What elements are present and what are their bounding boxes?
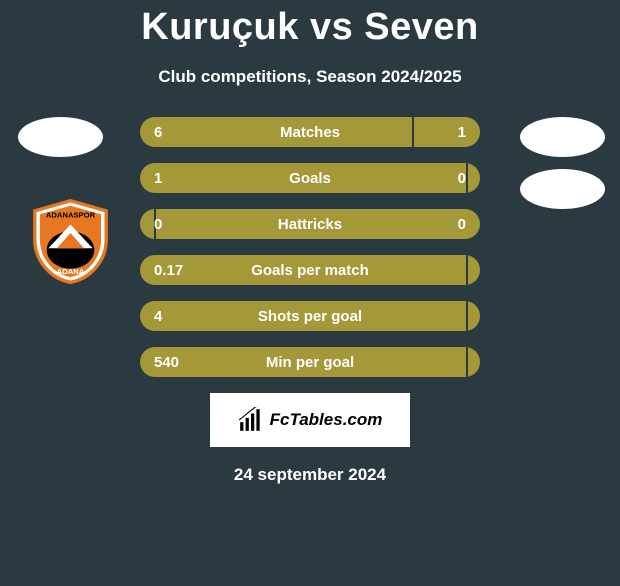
stat-label: Min per goal <box>140 347 480 377</box>
stat-label: Hattricks <box>140 209 480 239</box>
stat-value-right: 0 <box>458 209 466 239</box>
subtitle: Club competitions, Season 2024/2025 <box>0 67 620 87</box>
stat-value-right: 1 <box>458 117 466 147</box>
stat-bars: 6 Matches 1 1 Goals 0 0 Hattricks 0 0.17… <box>140 117 480 377</box>
stat-row-goals-per-match: 0.17 Goals per match <box>140 255 480 285</box>
team-left-crest: ADANASPOR ADANA <box>28 199 113 284</box>
watermark-text: FcTables.com <box>270 410 383 430</box>
player-left-avatar <box>18 117 103 157</box>
watermark: FcTables.com <box>210 393 410 447</box>
page-title: Kuruçuk vs Seven <box>0 6 620 49</box>
stat-label: Goals per match <box>140 255 480 285</box>
comparison-container: ADANASPOR ADANA 6 Matches 1 1 Goals 0 0 … <box>0 117 620 377</box>
stat-label: Shots per goal <box>140 301 480 331</box>
stat-row-goals: 1 Goals 0 <box>140 163 480 193</box>
stat-value-right: 0 <box>458 163 466 193</box>
svg-text:ADANA: ADANA <box>57 267 85 276</box>
team-right-avatar <box>520 169 605 209</box>
stat-label: Goals <box>140 163 480 193</box>
stat-row-matches: 6 Matches 1 <box>140 117 480 147</box>
stat-row-shots-per-goal: 4 Shots per goal <box>140 301 480 331</box>
shield-icon: ADANASPOR ADANA <box>28 199 113 284</box>
chart-icon <box>238 407 264 433</box>
stat-row-min-per-goal: 540 Min per goal <box>140 347 480 377</box>
stat-row-hattricks: 0 Hattricks 0 <box>140 209 480 239</box>
stat-label: Matches <box>140 117 480 147</box>
date-label: 24 september 2024 <box>0 465 620 485</box>
svg-text:ADANASPOR: ADANASPOR <box>46 211 96 220</box>
player-right-avatar <box>520 117 605 157</box>
